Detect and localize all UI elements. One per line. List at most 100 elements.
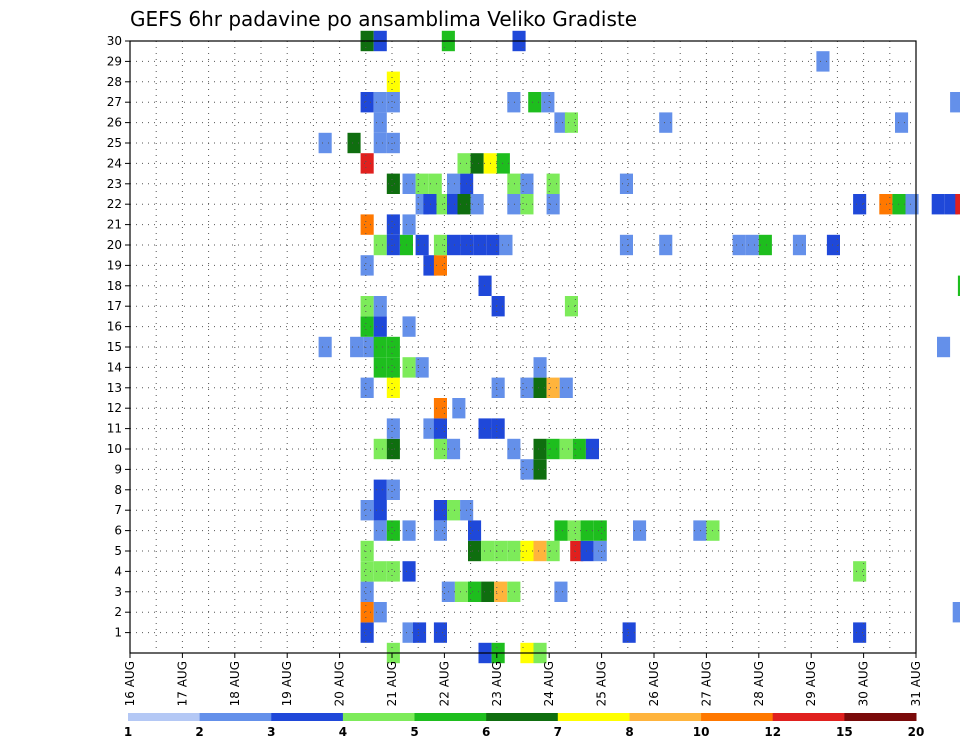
heatmap-cell [402, 520, 416, 541]
x-tick-label: 29 AUG [804, 661, 818, 706]
heatmap-cell [507, 540, 521, 562]
heatmap-cell [580, 520, 594, 541]
y-tick-label: 3 [114, 585, 122, 599]
heatmap-cell [433, 418, 447, 439]
colorbar-label: 8 [625, 725, 633, 739]
heatmap-cell [533, 438, 547, 460]
x-tick-label: 26 AUG [647, 661, 661, 706]
heatmap-cell [546, 540, 560, 562]
y-tick-label: 20 [107, 238, 122, 252]
heatmap-cell [447, 500, 461, 521]
heatmap-cell [413, 622, 427, 643]
colorbar-label: 3 [267, 725, 275, 739]
heatmap-cell [758, 234, 772, 256]
y-tick-label: 27 [107, 95, 122, 109]
heatmap-cell [402, 622, 416, 643]
heatmap-cell [533, 357, 547, 378]
heatmap-cell [816, 51, 830, 72]
y-axis: 1234567891011121314151617181920212223242… [107, 34, 130, 640]
heatmap-cell [373, 112, 387, 133]
chart-title: GEFS 6hr padavine po ansamblima Veliko G… [130, 7, 637, 31]
heatmap-cell [481, 581, 495, 602]
heatmap-cell [318, 336, 332, 358]
heatmap-cell [373, 602, 387, 623]
heatmap-cell [415, 357, 429, 378]
heatmap-cell [944, 194, 958, 215]
heatmap-cell [957, 275, 960, 296]
heatmap-cell [496, 153, 510, 174]
y-tick-label: 4 [114, 564, 122, 578]
colorbar-segment [271, 713, 344, 721]
colorbar-segment [342, 713, 415, 721]
heatmap-cell [447, 194, 461, 215]
heatmap-cell [541, 92, 555, 113]
heatmap-cell [593, 540, 607, 562]
heatmap-cell [373, 520, 387, 541]
colorbar-segment [844, 713, 917, 721]
heatmap-cell [470, 194, 484, 215]
colorbar-label: 15 [836, 725, 853, 739]
heatmap-cell [347, 132, 361, 154]
heatmap-cell [350, 336, 364, 358]
heatmap-cell [373, 561, 387, 582]
heatmap-cell [386, 132, 400, 154]
x-tick-label: 20 AUG [333, 661, 347, 706]
heatmap-cell [931, 194, 945, 215]
heatmap-cell [447, 234, 461, 256]
heatmap-cell [533, 377, 547, 398]
heatmap-cell [468, 581, 482, 602]
heatmap-cell [905, 194, 919, 215]
colorbar-segment [128, 713, 201, 721]
colorbar-label: 7 [554, 725, 562, 739]
y-tick-label: 17 [107, 299, 122, 313]
y-tick-label: 25 [107, 136, 122, 150]
y-tick-label: 14 [107, 360, 122, 374]
heatmap-cell [546, 194, 560, 215]
heatmap-cell [433, 234, 447, 256]
x-axis: 16 AUG 17 AUG 18 AUG 19 AUG 20 AUG 21 AUG 22 A… [123, 653, 923, 706]
y-tick-label: 15 [107, 340, 122, 354]
heatmap-cell [360, 500, 374, 521]
heatmap-cell [373, 296, 387, 317]
heatmap-cell [423, 194, 437, 215]
y-tick-label: 22 [107, 197, 122, 211]
y-tick-label: 24 [107, 156, 122, 170]
heatmap-cell [853, 622, 867, 643]
y-tick-label: 7 [114, 503, 122, 517]
heatmap-cell [622, 622, 636, 643]
heatmap-cell [937, 336, 951, 358]
heatmap-cell [491, 296, 505, 317]
y-tick-label: 2 [114, 605, 122, 619]
x-tick-label: 30 AUG [857, 661, 871, 706]
heatmap-cell [853, 194, 867, 215]
heatmap-cell [619, 173, 633, 194]
y-tick-label: 29 [107, 54, 122, 68]
heatmap-cell [386, 173, 400, 194]
heatmap-cell [433, 255, 447, 276]
heatmap-cell [360, 296, 374, 317]
heatmap-cell [533, 540, 547, 562]
heatmap-cell [447, 438, 461, 460]
heatmap-cell [360, 153, 374, 174]
heatmap-cell [373, 357, 387, 378]
heatmap-cell [360, 377, 374, 398]
heatmap-cell [386, 418, 400, 439]
y-tick-label: 13 [107, 381, 122, 395]
colorbar-segment [772, 713, 845, 721]
heatmap-cell [633, 520, 647, 541]
x-tick-label: 27 AUG [699, 661, 713, 706]
x-tick-label: 24 AUG [542, 661, 556, 706]
colorbar-label: 20 [908, 725, 925, 739]
heatmap-cell [363, 336, 377, 358]
heatmap-cell [360, 255, 374, 276]
heatmap-cell [402, 173, 416, 194]
heatmap-cell [452, 398, 466, 419]
heatmap-cell [360, 214, 374, 235]
colorbar-segment [199, 713, 272, 721]
colorbar-label: 1 [124, 725, 132, 739]
heatmap-cell [373, 336, 387, 358]
heatmap-cell [386, 92, 400, 113]
heatmap-cell [386, 71, 400, 92]
y-tick-label: 8 [114, 483, 122, 497]
